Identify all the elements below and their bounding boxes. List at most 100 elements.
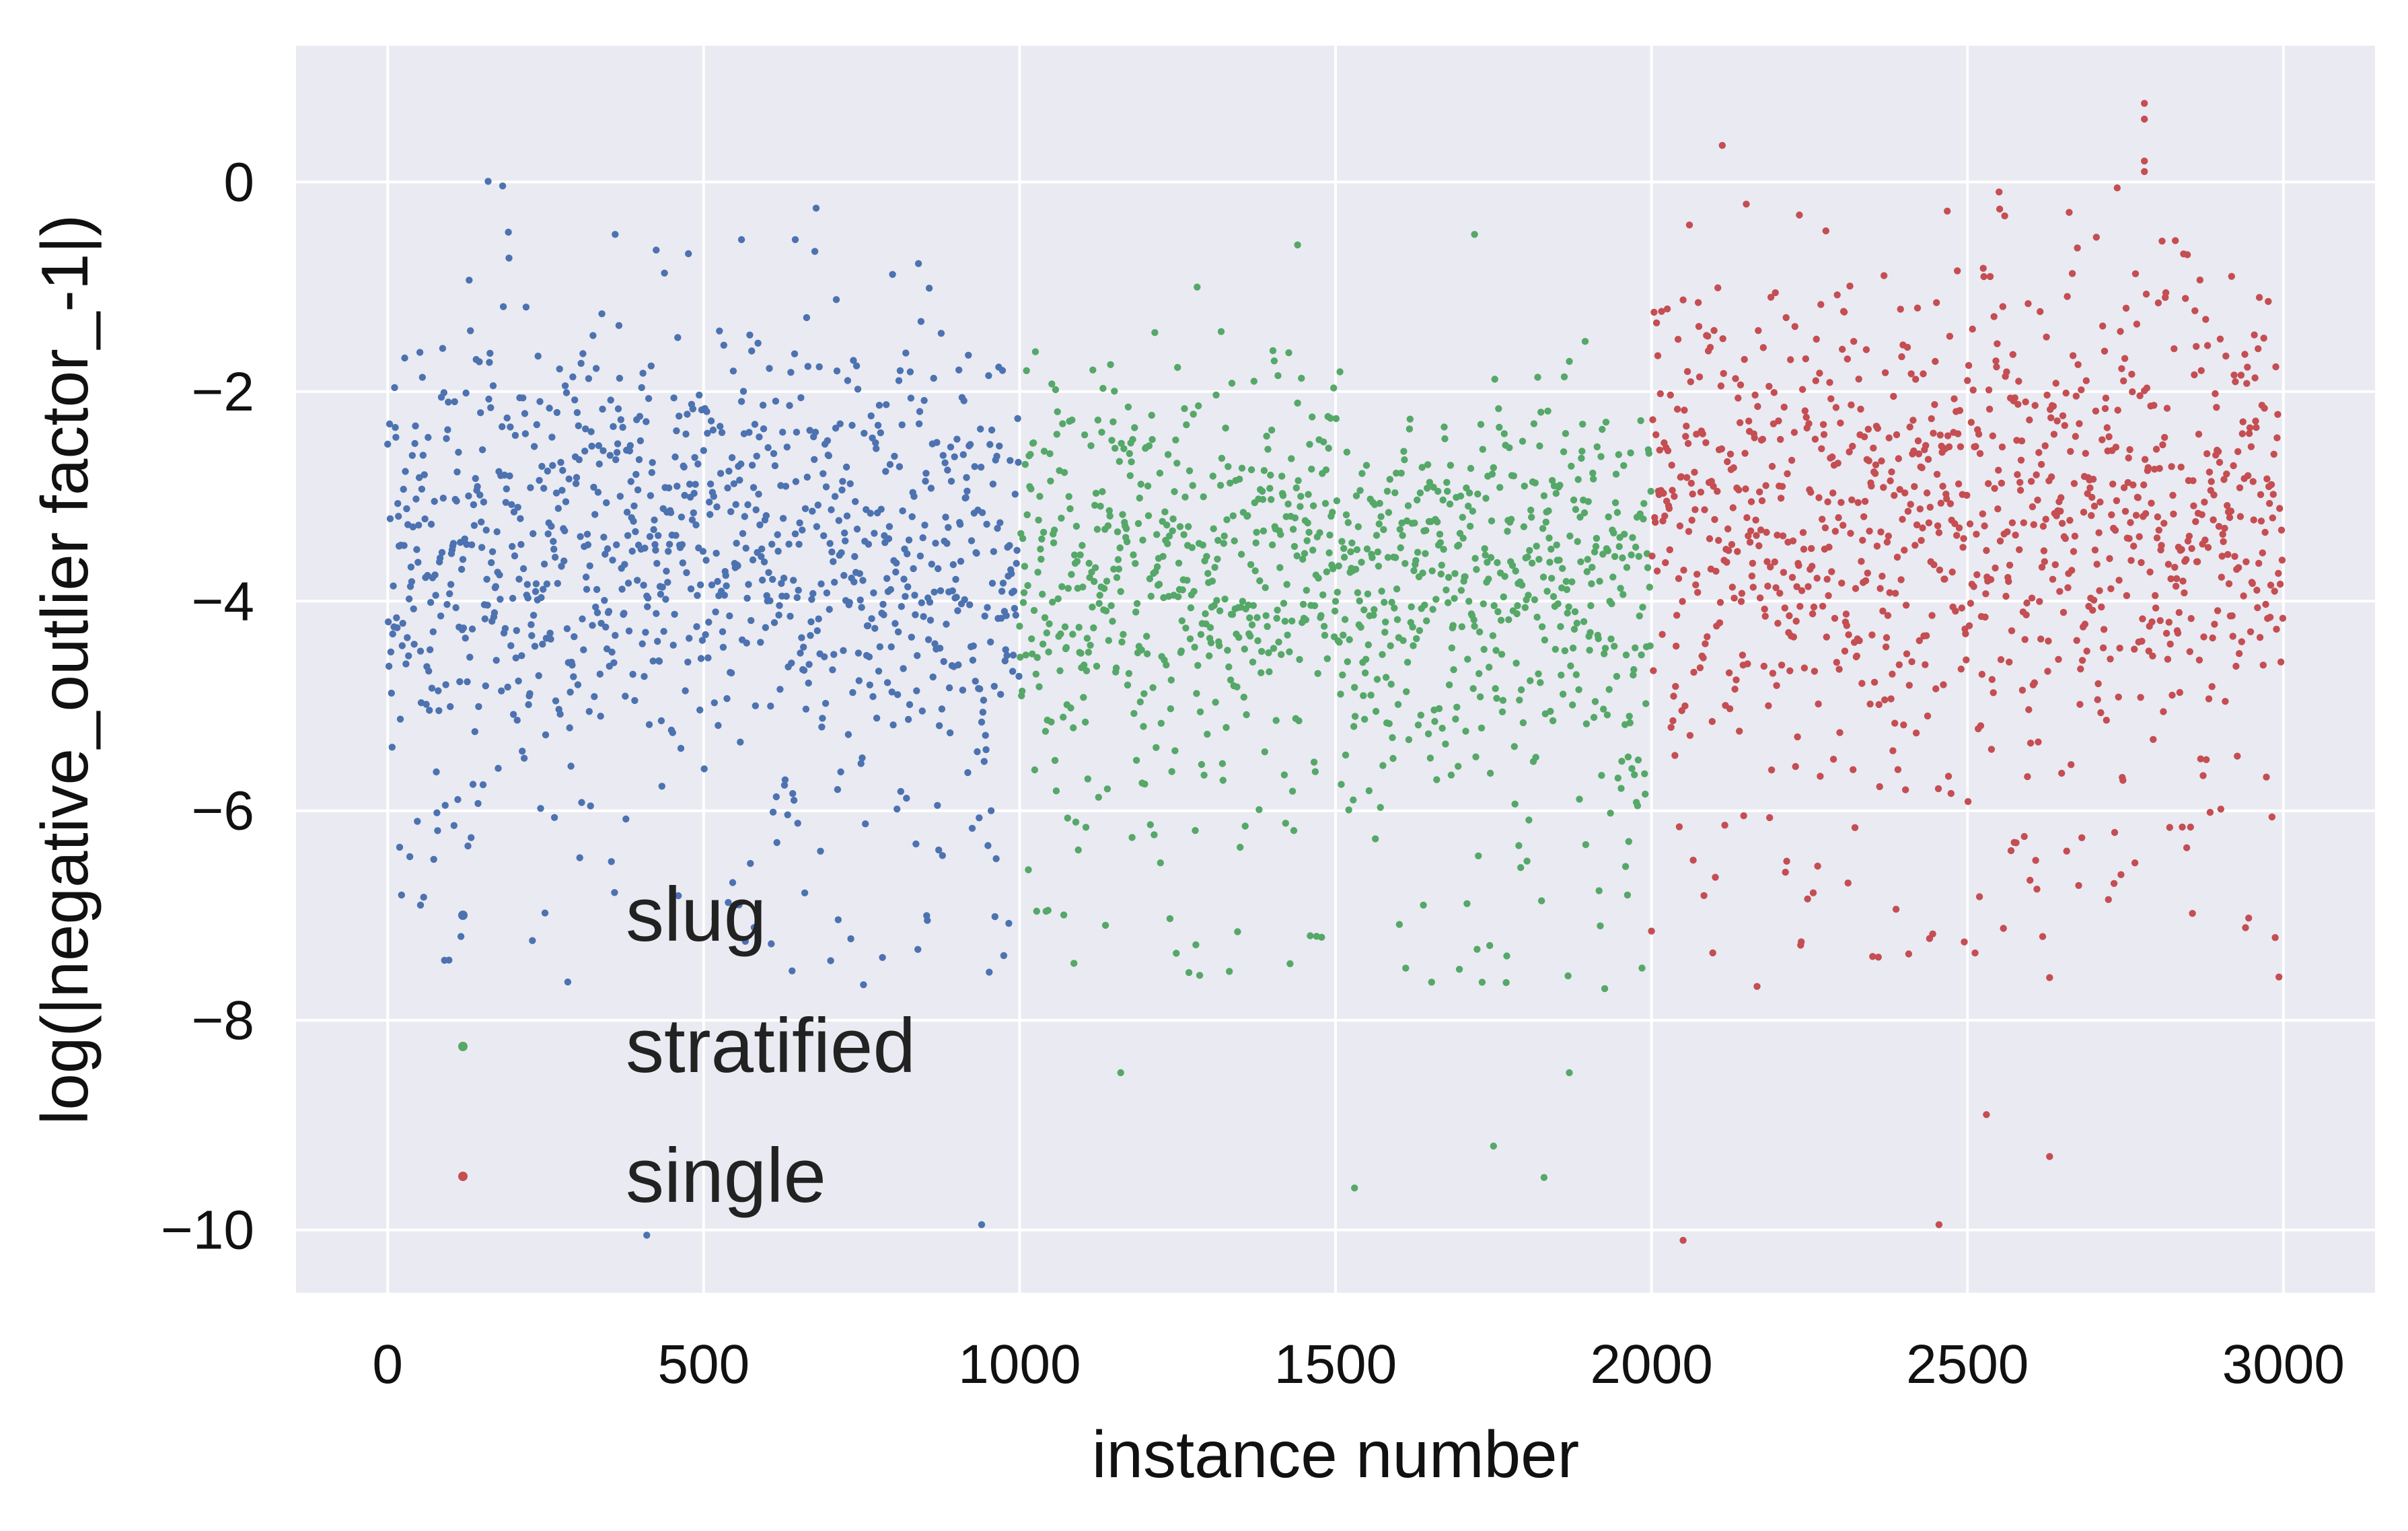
data-point: [766, 597, 774, 604]
data-point: [2229, 633, 2236, 640]
data-point: [932, 540, 939, 547]
data-point: [1558, 672, 1565, 679]
data-point: [1802, 413, 1810, 421]
data-point: [682, 430, 690, 438]
data-point: [1153, 744, 1160, 752]
data-point: [886, 461, 894, 468]
data-point: [1514, 602, 1521, 610]
data-point: [1640, 500, 1648, 507]
data-point: [1650, 308, 1658, 316]
data-point: [747, 859, 754, 867]
data-point: [743, 594, 751, 602]
data-point: [2016, 478, 2024, 486]
data-point: [856, 596, 864, 604]
data-point: [908, 633, 916, 641]
data-point: [1778, 662, 1786, 669]
data-point: [429, 628, 437, 635]
data-point: [1373, 532, 1381, 539]
data-point: [1323, 655, 1331, 662]
data-point: [2154, 299, 2162, 307]
data-point: [2271, 934, 2279, 941]
data-point: [780, 574, 788, 582]
data-point: [809, 507, 816, 515]
data-point: [1030, 606, 1038, 614]
data-point: [1582, 720, 1591, 727]
data-point: [1525, 816, 1533, 824]
data-point: [1475, 852, 1482, 860]
data-point: [427, 520, 435, 528]
data-point: [1957, 666, 1965, 673]
data-point: [1760, 662, 1767, 670]
data-point: [1363, 545, 1371, 553]
data-point: [1530, 420, 1538, 427]
data-point: [492, 657, 500, 664]
data-point: [1392, 554, 1399, 561]
data-point: [2000, 925, 2007, 932]
data-point: [570, 673, 577, 680]
data-point: [1467, 464, 1475, 472]
data-point: [793, 594, 801, 602]
data-point: [1880, 484, 1887, 491]
data-point: [1438, 724, 1446, 732]
data-point: [841, 529, 848, 537]
data-point: [479, 781, 487, 789]
data-point: [1952, 607, 1959, 615]
data-point: [685, 635, 693, 642]
data-point: [470, 522, 478, 529]
data-point: [827, 957, 834, 964]
data-point: [791, 350, 799, 357]
data-point: [945, 684, 953, 692]
data-point: [2164, 561, 2173, 568]
data-point: [1809, 889, 1817, 896]
data-point: [620, 610, 628, 617]
data-point: [1924, 456, 1932, 463]
x-tick-label: 1000: [958, 1334, 1081, 1395]
data-point: [1591, 698, 1599, 705]
data-point: [1379, 651, 1386, 658]
data-point: [1338, 781, 1345, 788]
data-point: [1534, 373, 1541, 381]
data-point: [2134, 494, 2142, 501]
data-point: [1800, 664, 1809, 672]
data-point: [1589, 469, 1597, 477]
data-point: [1435, 705, 1443, 713]
legend-label: single: [626, 1133, 826, 1219]
data-point: [1333, 497, 1341, 505]
data-point: [1876, 783, 1883, 791]
data-point: [388, 689, 395, 697]
data-point: [657, 590, 665, 598]
data-point: [1860, 513, 1868, 520]
data-point: [1145, 442, 1153, 450]
data-point: [1199, 541, 1207, 549]
data-point: [1554, 600, 1562, 608]
data-point: [604, 545, 612, 553]
data-point: [2117, 328, 2124, 335]
data-point: [1526, 546, 1533, 555]
data-point: [945, 524, 952, 531]
data-point: [1743, 201, 1750, 208]
data-point: [1770, 389, 1778, 396]
data-point: [1439, 496, 1447, 504]
data-point: [469, 781, 477, 788]
data-point: [1019, 535, 1027, 542]
data-point: [1159, 553, 1167, 560]
data-point: [1019, 599, 1027, 606]
data-point: [622, 815, 630, 823]
data-point: [1424, 485, 1431, 492]
data-point: [1979, 510, 1986, 518]
data-point: [2014, 471, 2021, 478]
data-point: [572, 480, 580, 487]
data-point: [2262, 600, 2269, 608]
data-point: [925, 285, 933, 292]
data-point: [1589, 563, 1596, 571]
data-point: [2224, 502, 2231, 509]
data-point: [2142, 510, 2150, 518]
data-point: [1985, 480, 1992, 487]
data-point: [1786, 612, 1793, 620]
data-point: [1971, 949, 1979, 957]
data-point: [641, 673, 648, 680]
data-point: [2044, 668, 2051, 675]
data-point: [877, 429, 885, 437]
data-point: [1352, 492, 1360, 499]
data-point: [1660, 489, 1667, 497]
